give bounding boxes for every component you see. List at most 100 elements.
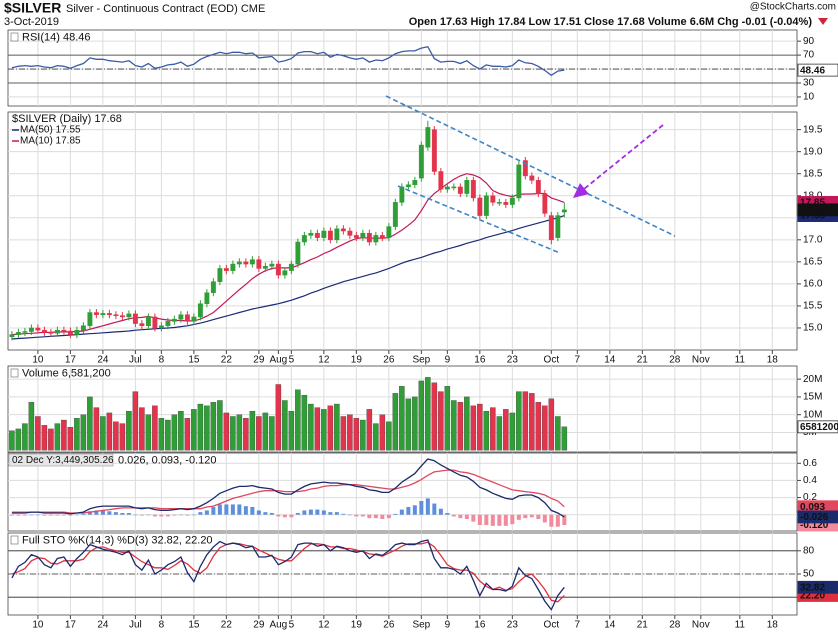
x-tick-label: Oct [544, 620, 560, 631]
candle-body [35, 327, 41, 331]
x-tick-label: 23 [507, 355, 519, 366]
candle-body [139, 323, 145, 327]
moving-average [11, 215, 565, 340]
candle-body [347, 230, 353, 236]
histogram-bar [373, 514, 378, 519]
candle-body [262, 266, 268, 269]
volume-bar [119, 423, 126, 451]
histogram-bar [120, 513, 125, 515]
x-tick-label: 21 [637, 620, 649, 631]
x-tick-label: 12 [318, 355, 330, 366]
candle-body [438, 171, 444, 190]
volume-bar [269, 416, 275, 451]
volume-bar [262, 412, 269, 451]
volume-bar [386, 421, 392, 451]
candle-body [496, 202, 502, 204]
volume-bar [41, 425, 48, 451]
volume-bar [509, 412, 516, 451]
x-tick-label: 11 [735, 355, 746, 366]
y-tick-label: 15.5 [803, 301, 823, 312]
histogram-bar [315, 509, 320, 515]
panel-frame [7, 111, 798, 351]
symbol: $SILVER [4, 0, 61, 16]
series-legend: MA(50) 17.55 [20, 125, 81, 136]
histogram-bar [81, 513, 86, 515]
histogram-bar [536, 514, 541, 519]
volume-bar [529, 393, 535, 451]
volume-bar [165, 419, 171, 451]
histogram-bar [419, 501, 424, 515]
histogram-bar [412, 505, 417, 515]
x-tick-label: 29 [253, 355, 265, 366]
x-tick-label: Nov [692, 355, 710, 366]
candle-body [490, 195, 496, 203]
histogram-bar [159, 514, 164, 517]
panel-legend: Volume 6,581,200 [22, 367, 111, 379]
volume-bar [327, 405, 334, 451]
series-line [11, 539, 565, 611]
histogram-bar [386, 514, 391, 519]
volume-bar [431, 382, 438, 451]
candle-body [210, 281, 216, 293]
candle-body [509, 197, 515, 205]
candle-body [100, 313, 106, 315]
histogram-bar [523, 514, 528, 519]
volume-bar [522, 391, 529, 451]
volume-bar [230, 416, 236, 451]
candle-body [256, 259, 262, 269]
candle-body [197, 303, 203, 318]
volume-bar [80, 414, 87, 451]
candle-body [373, 235, 379, 243]
candle-body [132, 313, 138, 324]
x-tick-label: 18 [767, 355, 779, 366]
histogram-bar [464, 514, 469, 519]
volume-bar [74, 418, 80, 451]
x-tick-label: 8 [159, 620, 165, 631]
volume-bar [35, 416, 41, 451]
candle-body [113, 314, 119, 316]
candle-body [28, 327, 34, 332]
x-tick-label: 12 [318, 620, 330, 631]
candle-body [327, 230, 333, 241]
x-tick-label: 14 [604, 620, 616, 631]
histogram-bar [555, 514, 560, 527]
candle-body [249, 259, 255, 265]
y-tick-label: 19.0 [803, 146, 823, 157]
histogram-bar [341, 513, 346, 515]
histogram-bar [451, 514, 456, 517]
value-tag-label: 6581200 [800, 422, 838, 433]
candle-body [282, 270, 288, 276]
candle-body [314, 232, 320, 238]
volume-bar [87, 396, 93, 451]
candle-body [171, 318, 177, 322]
x-tick-label: 16 [474, 355, 486, 366]
candle-body [548, 215, 554, 241]
volume-bar [67, 426, 74, 451]
candle-body [321, 230, 327, 238]
histogram-bar [250, 507, 255, 515]
y-tick-label: 16.0 [803, 279, 823, 290]
series-line [11, 541, 565, 603]
x-tick-label: 29 [253, 620, 265, 631]
value-tag-label: 17.68 [800, 205, 825, 216]
histogram-bar [393, 513, 398, 515]
histogram-bar [477, 514, 482, 525]
histogram-bar [55, 514, 60, 516]
volume-bar [204, 405, 210, 451]
histogram-bar [100, 510, 105, 515]
volume-bar [451, 400, 457, 451]
volume-bar [178, 410, 184, 451]
volume-bar [243, 418, 249, 451]
histogram-bar [263, 512, 268, 515]
legend-icon [10, 535, 19, 545]
histogram-bar [406, 507, 411, 515]
y-tick-label: 0.6 [803, 458, 817, 469]
y-tick-label: 30 [803, 78, 815, 89]
candle-body [431, 129, 437, 172]
histogram-bar [354, 514, 359, 517]
volume-bar [353, 418, 360, 451]
candle-body [74, 329, 80, 335]
x-tick-label: 10 [32, 355, 44, 366]
volume-bar [295, 389, 301, 451]
volume-bar [516, 391, 522, 451]
